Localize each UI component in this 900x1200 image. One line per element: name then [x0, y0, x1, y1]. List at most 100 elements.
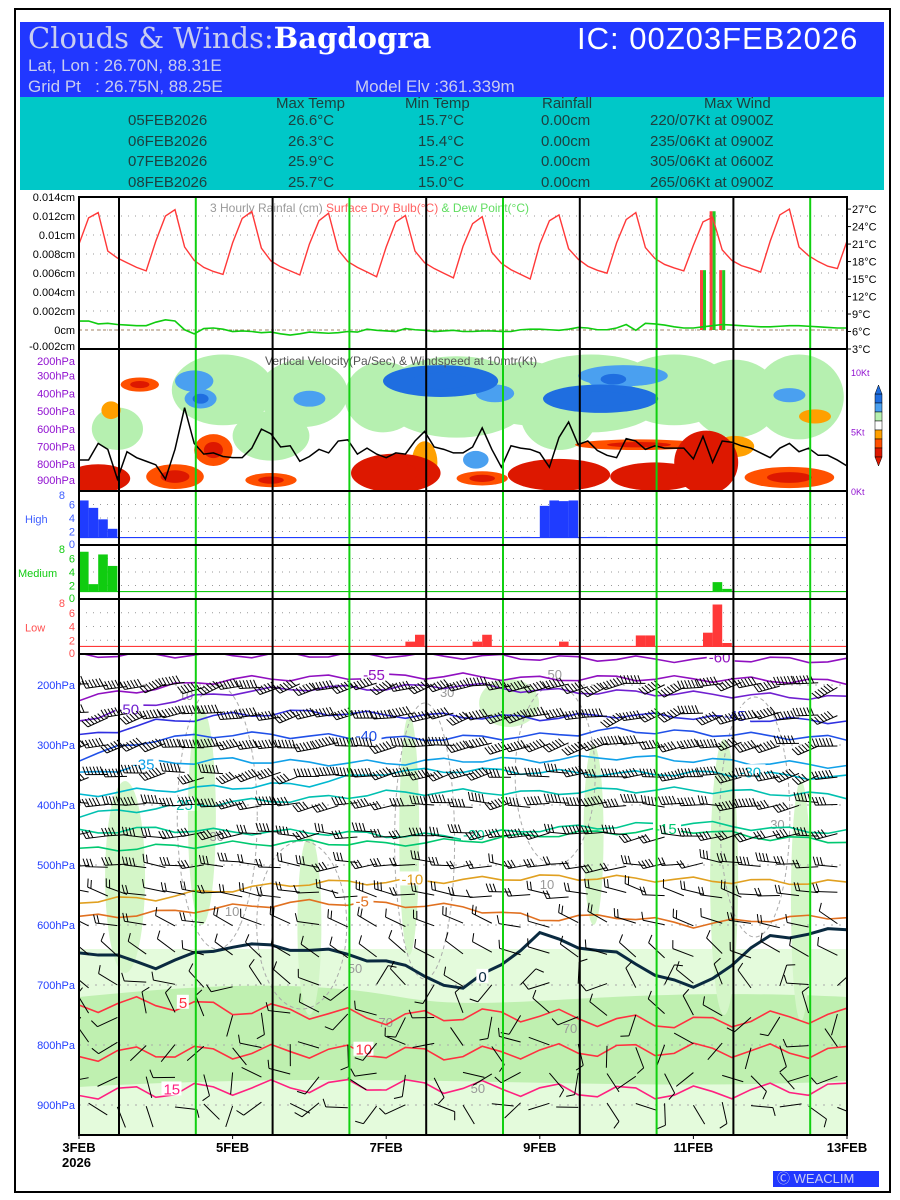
- barb-feather: [372, 801, 379, 810]
- barb-staff: [97, 1076, 118, 1087]
- barb-feather: [507, 887, 513, 897]
- barb-staff: [450, 894, 473, 898]
- barb-feather: [787, 675, 792, 685]
- barb-feather: [92, 766, 97, 775]
- barb-feather: [96, 914, 100, 924]
- barb-feather: [803, 827, 808, 836]
- barb-staff: [87, 717, 109, 728]
- barb-staff: [642, 894, 665, 897]
- barb-feather: [311, 805, 318, 813]
- barb-feather: [536, 681, 543, 690]
- barb-feather: [350, 861, 356, 869]
- wind-barb: [350, 767, 377, 778]
- barb-feather: [449, 744, 456, 752]
- barb-staff: [201, 862, 224, 867]
- title-part: 3 Hourly Rainfal (cm): [210, 201, 326, 215]
- barb-staff: [567, 745, 589, 756]
- wind-barb: [618, 833, 646, 844]
- barb-feather: [179, 912, 183, 921]
- barb-feather: [548, 742, 556, 750]
- isotherm-label: 15: [163, 1081, 180, 1098]
- wind-barb: [580, 825, 608, 835]
- barb-feather: [447, 886, 452, 896]
- barb-staff: [316, 886, 339, 894]
- barb-feather: [532, 741, 540, 749]
- barb-feather: [550, 793, 555, 803]
- barb-staff: [469, 684, 492, 687]
- barb-staff: [239, 1042, 262, 1049]
- barb-staff: [393, 712, 416, 718]
- barb-staff: [240, 916, 262, 926]
- barb-staff: [298, 976, 320, 986]
- barb-feather: [129, 713, 137, 721]
- barb-staff: [472, 1073, 493, 1086]
- wind-barb: [639, 768, 665, 778]
- barb-staff: [289, 1102, 311, 1114]
- barb-staff: [815, 776, 838, 780]
- barb-staff: [673, 1032, 694, 1045]
- barb-feather: [92, 797, 97, 806]
- barb-feather: [91, 679, 97, 688]
- barb-feather: [797, 882, 801, 892]
- barb-staff: [623, 716, 646, 722]
- barb-feather: [430, 710, 436, 719]
- barb-feather: [509, 797, 513, 806]
- barb-feather: [714, 684, 722, 692]
- barb-feather: [354, 709, 359, 719]
- wind-barb: [618, 934, 637, 958]
- summary-max: 25.7°C: [288, 173, 335, 191]
- barb-feather: [151, 739, 159, 747]
- barb-feather: [622, 834, 629, 842]
- barb-feather: [302, 685, 309, 693]
- barb-staff: [702, 1004, 723, 1017]
- barb-staff: [815, 864, 838, 868]
- barb-staff: [661, 832, 684, 837]
- barb-feather: [519, 710, 527, 718]
- barb-feather: [435, 736, 439, 746]
- barb-feather: [522, 982, 529, 990]
- barb-feather: [657, 1124, 666, 1130]
- barb-feather: [504, 888, 509, 897]
- wind-barb: [235, 707, 262, 718]
- barb-staff: [786, 982, 809, 986]
- wind-barb: [158, 797, 185, 807]
- wind-barb: [414, 984, 435, 1005]
- barb-staff: [681, 888, 704, 895]
- barb-staff: [624, 883, 646, 893]
- wind-barb: [217, 852, 243, 863]
- barb-staff: [450, 863, 473, 870]
- barb-feather: [445, 683, 452, 692]
- barb-staff: [797, 775, 819, 785]
- barb-staff: [220, 860, 243, 863]
- barb-feather: [733, 835, 741, 843]
- barb-feather: [219, 830, 225, 839]
- barb-staff: [661, 863, 684, 866]
- rain-bar: [722, 270, 726, 330]
- barb-staff: [335, 895, 358, 899]
- barb-feather: [714, 833, 722, 841]
- windspeed-tick: 0Kt: [851, 487, 865, 497]
- barb-feather: [644, 795, 647, 805]
- barb-feather: [112, 796, 116, 805]
- barb-staff: [87, 886, 109, 897]
- barb-feather: [149, 709, 155, 718]
- barb-feather: [220, 852, 225, 862]
- barb-feather: [281, 739, 286, 749]
- barb-staff: [412, 744, 435, 748]
- barb-feather: [398, 681, 405, 690]
- wind-barb: [105, 878, 128, 895]
- barb-feather: [388, 929, 393, 939]
- barb-staff: [297, 862, 320, 868]
- barb-feather: [743, 742, 751, 750]
- barb-feather: [274, 739, 279, 748]
- barb-feather: [396, 737, 401, 747]
- title-part: & Dew Point(°C): [442, 201, 530, 215]
- barb-feather: [80, 704, 85, 713]
- wind-barb: [254, 738, 281, 750]
- wind-barb: [789, 936, 809, 957]
- wind-barb: [314, 822, 339, 836]
- barb-feather: [590, 740, 597, 748]
- barb-feather: [248, 739, 254, 748]
- barb-feather: [792, 707, 797, 717]
- barb-feather: [233, 678, 239, 687]
